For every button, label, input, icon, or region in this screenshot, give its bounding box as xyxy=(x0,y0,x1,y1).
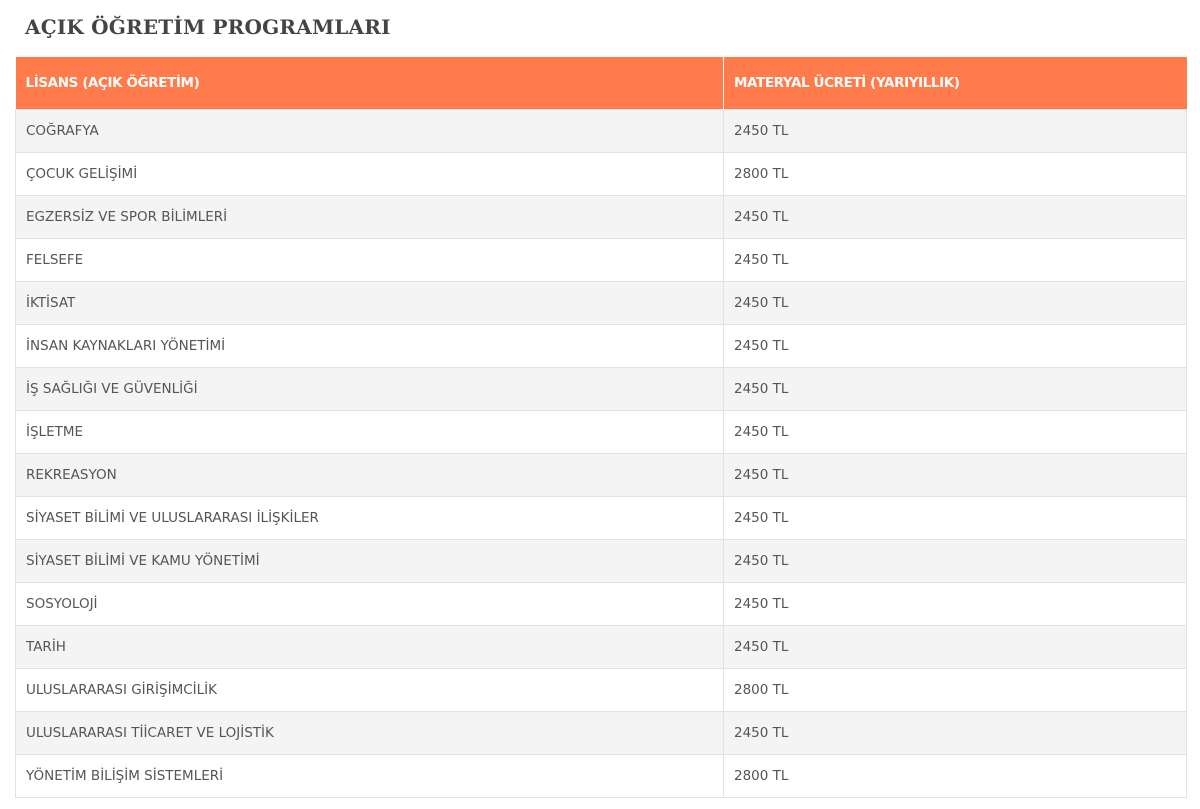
material-fee: 2450 TL xyxy=(723,323,1187,368)
program-name: ULUSLARARASI TİİCARET VE LOJİSTİK xyxy=(15,710,724,755)
program-name: YÖNETİM BİLİŞİM SİSTEMLERİ xyxy=(15,753,724,798)
material-fee: 2450 TL xyxy=(723,280,1187,325)
program-name: REKREASYON xyxy=(15,452,724,497)
table-row: SİYASET BİLİMİ VE ULUSLARARASI İLİŞKİLER… xyxy=(15,495,1187,540)
material-fee: 2450 TL xyxy=(723,108,1187,153)
program-name: SİYASET BİLİMİ VE ULUSLARARASI İLİŞKİLER xyxy=(15,495,724,540)
program-name: İŞ SAĞLIĞI VE GÜVENLİĞİ xyxy=(15,366,724,411)
material-fee: 2450 TL xyxy=(723,710,1187,755)
table-row: FELSEFE 2450 TL xyxy=(15,237,1187,282)
material-fee: 2800 TL xyxy=(723,667,1187,712)
program-name: TARİH xyxy=(15,624,724,669)
table-row: ULUSLARARASI GİRİŞİMCİLİK 2800 TL xyxy=(15,667,1187,712)
program-name: İŞLETME xyxy=(15,409,724,454)
material-fee: 2450 TL xyxy=(723,409,1187,454)
table-row: REKREASYON 2450 TL xyxy=(15,452,1187,497)
program-name: FELSEFE xyxy=(15,237,724,282)
material-fee: 2800 TL xyxy=(723,753,1187,798)
table-row: İŞ SAĞLIĞI VE GÜVENLİĞİ 2450 TL xyxy=(15,366,1187,411)
table-row: İŞLETME 2450 TL xyxy=(15,409,1187,454)
table-row: İKTİSAT 2450 TL xyxy=(15,280,1187,325)
material-fee: 2450 TL xyxy=(723,581,1187,626)
table-row: SİYASET BİLİMİ VE KAMU YÖNETİMİ 2450 TL xyxy=(15,538,1187,583)
program-name: SOSYOLOJİ xyxy=(15,581,724,626)
program-name: İKTİSAT xyxy=(15,280,724,325)
program-name: İNSAN KAYNAKLARI YÖNETİMİ xyxy=(15,323,724,368)
material-fee: 2450 TL xyxy=(723,624,1187,669)
table-row: İNSAN KAYNAKLARI YÖNETİMİ 2450 TL xyxy=(15,323,1187,368)
program-name: ULUSLARARASI GİRİŞİMCİLİK xyxy=(15,667,724,712)
program-name: COĞRAFYA xyxy=(15,108,724,153)
material-fee: 2450 TL xyxy=(723,452,1187,497)
table-row: YÖNETİM BİLİŞİM SİSTEMLERİ 2800 TL xyxy=(15,753,1187,798)
table-row: TARİH 2450 TL xyxy=(15,624,1187,669)
program-fee-table: LİSANS (AÇIK ÖĞRETİM) MATERYAL ÜCRETİ (Y… xyxy=(15,57,1187,798)
program-name: SİYASET BİLİMİ VE KAMU YÖNETİMİ xyxy=(15,538,724,583)
program-name: ÇOCUK GELİŞİMİ xyxy=(15,151,724,196)
material-fee: 2450 TL xyxy=(723,538,1187,583)
material-fee: 2800 TL xyxy=(723,151,1187,196)
header-program: LİSANS (AÇIK ÖĞRETİM) xyxy=(15,57,724,109)
material-fee: 2450 TL xyxy=(723,237,1187,282)
table-row: ÇOCUK GELİŞİMİ 2800 TL xyxy=(15,151,1187,196)
program-name: EGZERSİZ VE SPOR BİLİMLERİ xyxy=(15,194,724,239)
page-title: AÇIK ÖĞRETİM PROGRAMLARI xyxy=(25,15,391,39)
header-material-fee: MATERYAL ÜCRETİ (YARIYILLIK) xyxy=(723,57,1187,109)
material-fee: 2450 TL xyxy=(723,366,1187,411)
material-fee: 2450 TL xyxy=(723,495,1187,540)
table-row: ULUSLARARASI TİİCARET VE LOJİSTİK 2450 T… xyxy=(15,710,1187,755)
table-header-row: LİSANS (AÇIK ÖĞRETİM) MATERYAL ÜCRETİ (Y… xyxy=(15,57,1187,109)
table-row: EGZERSİZ VE SPOR BİLİMLERİ 2450 TL xyxy=(15,194,1187,239)
material-fee: 2450 TL xyxy=(723,194,1187,239)
table-row: SOSYOLOJİ 2450 TL xyxy=(15,581,1187,626)
table-row: COĞRAFYA 2450 TL xyxy=(15,108,1187,153)
